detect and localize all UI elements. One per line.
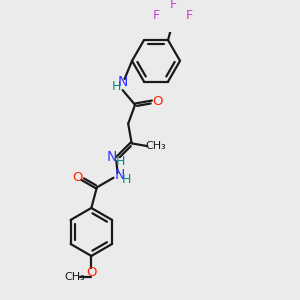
Text: N: N <box>115 168 125 182</box>
Text: O: O <box>152 95 162 108</box>
Text: CH₃: CH₃ <box>64 272 85 282</box>
Text: N: N <box>106 150 117 164</box>
Text: CH₃: CH₃ <box>146 141 166 151</box>
Text: N: N <box>118 75 128 89</box>
Text: F: F <box>153 9 160 22</box>
Text: O: O <box>72 171 82 184</box>
Text: H: H <box>122 173 131 186</box>
Text: H: H <box>116 155 125 168</box>
Text: O: O <box>86 266 97 279</box>
Text: F: F <box>186 9 193 22</box>
Text: F: F <box>169 0 176 11</box>
Text: H: H <box>111 80 121 94</box>
